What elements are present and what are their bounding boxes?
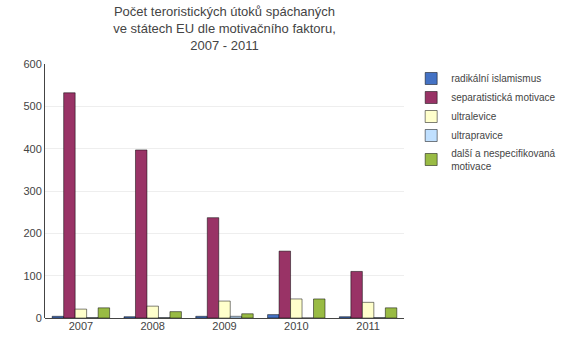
svg-text:ultralevice: ultralevice — [451, 111, 496, 122]
svg-text:2009: 2009 — [212, 320, 236, 332]
svg-text:další a nespecifikovanámotivac: další a nespecifikovanámotivace — [451, 148, 555, 172]
svg-text:100: 100 — [23, 270, 41, 282]
svg-text:600: 600 — [23, 58, 41, 70]
svg-text:300: 300 — [23, 185, 41, 197]
svg-text:radikální islamismus: radikální islamismus — [451, 73, 541, 84]
svg-text:0: 0 — [36, 312, 42, 324]
svg-text:ultrapravice: ultrapravice — [451, 130, 503, 141]
svg-text:separatistická motivace: separatistická motivace — [451, 92, 555, 103]
svg-text:2007: 2007 — [69, 320, 93, 332]
svg-text:2008: 2008 — [140, 320, 164, 332]
svg-text:Počet teroristických útoků spá: Počet teroristických útoků spáchanýchve … — [113, 4, 336, 53]
svg-text:500: 500 — [23, 100, 41, 112]
svg-text:2010: 2010 — [284, 320, 308, 332]
svg-text:2011: 2011 — [356, 320, 380, 332]
svg-text:200: 200 — [23, 227, 41, 239]
svg-text:400: 400 — [23, 143, 41, 155]
